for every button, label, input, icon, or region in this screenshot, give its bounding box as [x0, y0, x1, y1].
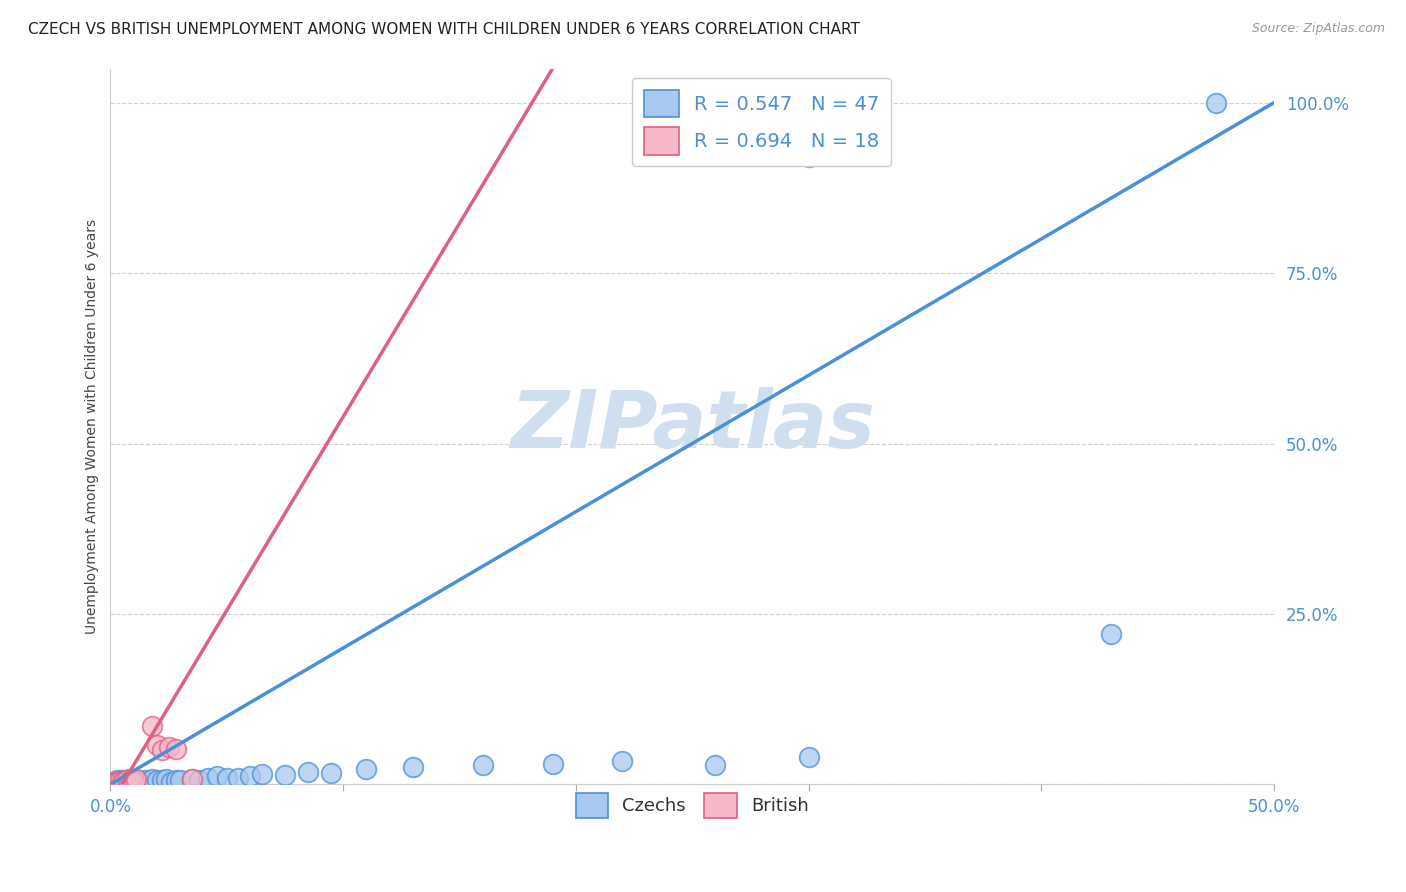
Point	[111, 775, 134, 789]
Point	[146, 738, 169, 752]
Point	[125, 772, 148, 786]
Point	[141, 772, 163, 786]
Point	[165, 742, 187, 756]
Point	[157, 739, 180, 754]
Point	[120, 773, 142, 788]
Point	[274, 768, 297, 782]
Point	[105, 774, 128, 789]
Text: Source: ZipAtlas.com: Source: ZipAtlas.com	[1251, 22, 1385, 36]
Point	[150, 743, 173, 757]
Point	[127, 772, 149, 787]
Point	[111, 775, 134, 789]
Point	[207, 769, 229, 783]
Point	[704, 758, 727, 772]
Point	[155, 772, 177, 786]
Point	[146, 772, 169, 787]
Point	[122, 774, 145, 789]
Point	[118, 772, 141, 786]
Point	[104, 774, 127, 789]
Point	[356, 763, 378, 777]
Point	[1205, 95, 1227, 110]
Point	[150, 773, 173, 788]
Point	[321, 765, 343, 780]
Point	[132, 775, 155, 789]
Point	[129, 774, 152, 789]
Point	[187, 772, 209, 787]
Point	[180, 772, 202, 786]
Point	[115, 775, 138, 789]
Point	[197, 771, 219, 785]
Point	[169, 772, 191, 787]
Point	[402, 760, 425, 774]
Point	[115, 773, 138, 788]
Point	[136, 774, 159, 789]
Point	[122, 773, 145, 788]
Point	[215, 772, 238, 786]
Point	[112, 774, 135, 789]
Point	[108, 776, 131, 790]
Point	[104, 775, 127, 789]
Point	[141, 719, 163, 733]
Point	[101, 776, 124, 790]
Point	[105, 775, 128, 789]
Point	[111, 772, 134, 787]
Point	[118, 774, 141, 789]
Point	[118, 774, 141, 789]
Point	[108, 774, 131, 789]
Point	[471, 758, 494, 772]
Point	[180, 772, 202, 786]
Point	[101, 776, 124, 790]
Point	[250, 766, 273, 780]
Point	[134, 773, 156, 788]
Text: ZIPatlas: ZIPatlas	[510, 387, 875, 466]
Point	[797, 750, 820, 764]
Point	[112, 774, 135, 789]
Point	[1099, 627, 1122, 641]
Point	[105, 773, 128, 788]
Legend: Czechs, British: Czechs, British	[568, 786, 815, 825]
Point	[239, 769, 262, 783]
Text: CZECH VS BRITISH UNEMPLOYMENT AMONG WOMEN WITH CHILDREN UNDER 6 YEARS CORRELATIO: CZECH VS BRITISH UNEMPLOYMENT AMONG WOME…	[28, 22, 860, 37]
Point	[125, 774, 148, 789]
Point	[541, 756, 564, 771]
Point	[165, 773, 187, 788]
Point	[120, 775, 142, 789]
Point	[297, 765, 319, 780]
Point	[160, 774, 183, 789]
Point	[797, 150, 820, 164]
Point	[228, 771, 250, 785]
Y-axis label: Unemployment Among Women with Children Under 6 years: Unemployment Among Women with Children U…	[86, 219, 100, 634]
Point	[612, 754, 634, 768]
Point	[108, 774, 131, 789]
